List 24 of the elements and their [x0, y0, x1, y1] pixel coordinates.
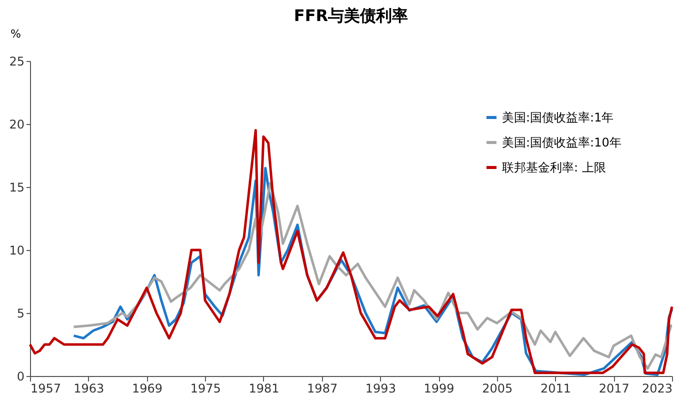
y-tick-label: 5: [16, 306, 24, 320]
y-tick-label: 15: [9, 180, 24, 194]
x-tick-label: 2005: [482, 382, 513, 396]
legend-label: 美国:国债收益率:1年: [502, 110, 614, 124]
x-tick-label: 1981: [248, 382, 280, 396]
legend-label: 美国:国债收益率:10年: [502, 136, 622, 150]
x-tick-label: 1969: [132, 382, 162, 396]
chart-title: FFR与美债利率: [294, 6, 408, 25]
y-tick-label: 25: [9, 54, 24, 68]
x-tick-label: 1999: [424, 382, 454, 396]
y-tick-label: 20: [9, 118, 24, 132]
line-series: [28, 129, 674, 374]
x-tick-label: 1993: [365, 382, 396, 396]
x-tick-label: 2011: [540, 382, 572, 396]
x-tick-label: 2023: [642, 382, 672, 396]
x-tick-label: 1975: [190, 382, 221, 396]
x-tick-label: 1963: [74, 382, 104, 396]
x-tick-label: 2017: [598, 382, 630, 396]
x-tick-label: 1957: [30, 382, 62, 396]
y-tick-label: 10: [9, 244, 24, 258]
y-tick-label: 0: [16, 370, 24, 384]
legend-label: 联邦基金利率: 上限: [502, 160, 606, 174]
y-axis-title: %: [10, 28, 21, 40]
x-tick-label: 1987: [307, 382, 338, 396]
